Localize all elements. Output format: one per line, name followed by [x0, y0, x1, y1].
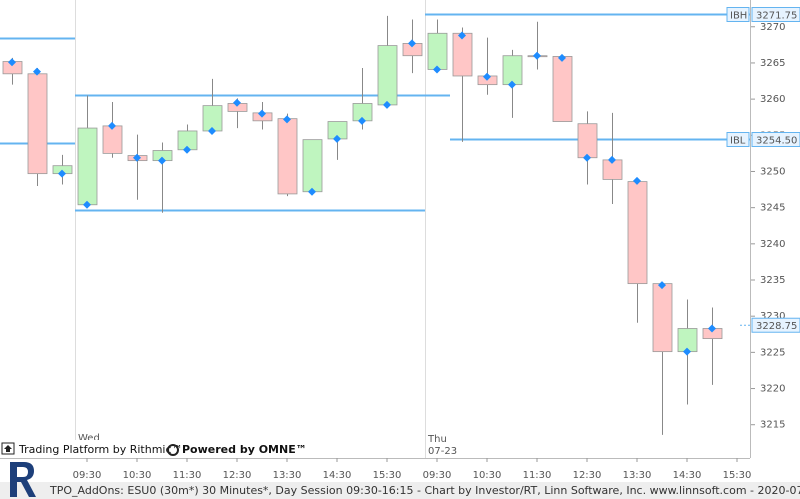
marker: [383, 100, 391, 109]
y-tick-label: 3240: [760, 239, 785, 250]
marker: [283, 115, 291, 124]
candle-body: [552, 56, 573, 122]
marker: [658, 281, 666, 290]
marker: [683, 347, 691, 356]
marker: [108, 121, 116, 130]
candle-body: [377, 45, 398, 106]
last-price-label: 3228.75: [756, 321, 797, 332]
y-tick-label: 3250: [760, 166, 785, 177]
candle-body: [577, 123, 598, 159]
branding-icon: [167, 444, 179, 456]
x-tick-label: 13:30: [623, 470, 652, 481]
marker: [633, 176, 641, 185]
marker: [433, 65, 441, 74]
footer-text: TPO_AddOns: ESU0 (30m*) 30 Minutes*, Day…: [49, 484, 800, 497]
marker: [408, 39, 416, 48]
y-tick-label: 3270: [760, 22, 785, 33]
level-value-box: [751, 132, 800, 147]
y-tick-label: 3225: [760, 347, 785, 358]
level-value: 3271.75: [756, 11, 797, 22]
marker: [233, 98, 241, 107]
y-tick-label: 3235: [760, 275, 785, 286]
x-tick-label: 10:30: [123, 470, 152, 481]
marker: [508, 80, 516, 89]
x-tick-label: 15:30: [723, 470, 752, 481]
marker: [183, 145, 191, 154]
level-name: IBH: [730, 11, 747, 22]
session-label: Thu: [427, 434, 447, 445]
marker: [33, 67, 41, 76]
level-name: IBL: [730, 136, 746, 147]
y-tick-label: 3230: [760, 311, 785, 322]
marker: [58, 169, 66, 178]
session-label: 07-23: [428, 446, 457, 457]
candle-body: [302, 139, 323, 193]
last-price-box: [751, 317, 800, 333]
marker: [258, 109, 266, 118]
y-tick-label: 3260: [760, 94, 785, 105]
marker: [8, 58, 16, 67]
candle-body: [452, 32, 473, 77]
marker: [458, 31, 466, 40]
marker: [608, 155, 616, 164]
x-tick-label: 10:30: [473, 470, 502, 481]
marker: [358, 116, 366, 125]
x-tick-label: 09:30: [423, 470, 452, 481]
candle-body: [502, 55, 523, 86]
candle-body: [652, 283, 673, 353]
level-name-box: [726, 132, 750, 147]
branding-text: Powered by OMNE™: [182, 443, 307, 456]
marker: [533, 51, 541, 60]
branding-box: [0, 440, 300, 458]
x-tick-label: 11:30: [173, 470, 202, 481]
x-tick-label: 12:30: [223, 470, 252, 481]
x-tick-label: 14:30: [323, 470, 352, 481]
marker: [133, 153, 141, 162]
y-tick-label: 3265: [760, 58, 785, 69]
y-tick-label: 3215: [760, 420, 785, 431]
candle-body: [427, 32, 448, 70]
x-tick-label: 14:30: [673, 470, 702, 481]
x-tick-label: 13:30: [273, 470, 302, 481]
x-tick-label: 12:30: [573, 470, 602, 481]
footer-bar: [0, 482, 800, 499]
candle-body: [202, 105, 223, 132]
y-tick-label: 3220: [760, 384, 785, 395]
candle-body: [277, 118, 298, 195]
logo-mark: [10, 462, 36, 497]
marker: [483, 72, 491, 81]
session-label: Wed: [78, 433, 100, 444]
candle-body: [77, 127, 98, 206]
marker: [83, 200, 91, 209]
candle-body: [102, 125, 123, 154]
level-value: 3254.50: [756, 136, 797, 147]
branding-icon-arrow: [4, 445, 12, 452]
level-value-box: [751, 7, 800, 22]
candle-body: [27, 73, 48, 175]
marker: [208, 126, 216, 135]
marker: [333, 134, 341, 143]
y-tick-label: 3245: [760, 203, 785, 214]
marker: [308, 187, 316, 196]
x-tick-label: 09:30: [73, 470, 102, 481]
marker: [708, 324, 716, 333]
candle-body: [627, 181, 648, 285]
marker: [158, 156, 166, 165]
x-tick-label: 11:30: [523, 470, 552, 481]
x-tick-label: 15:30: [373, 470, 402, 481]
branding-text: Trading Platform by Rithmic™: [18, 443, 183, 456]
marker: [583, 153, 591, 162]
logo: [10, 462, 36, 497]
marker: [558, 53, 566, 62]
level-name-box: [726, 7, 750, 22]
